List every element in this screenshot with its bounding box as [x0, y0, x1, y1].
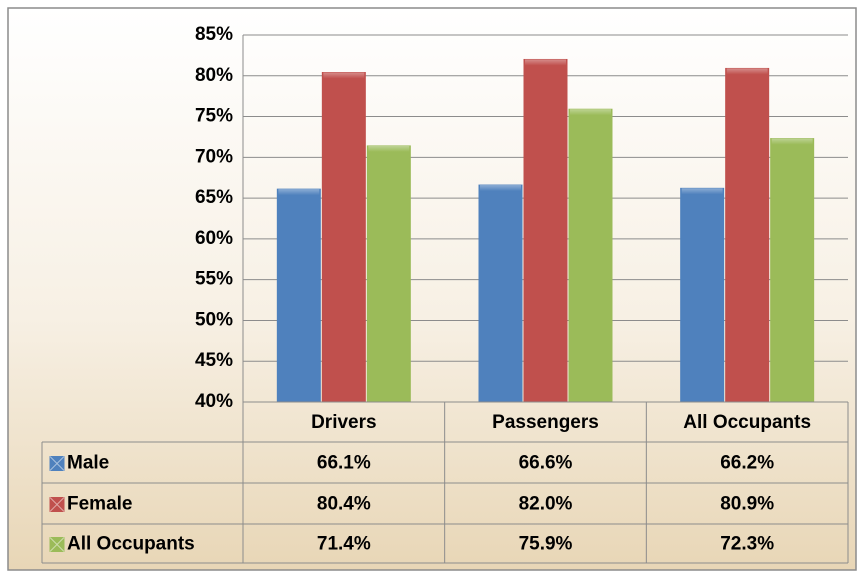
category-label: All Occupants: [683, 412, 811, 433]
y-tick-label: 40%: [195, 391, 233, 412]
bar-top: [681, 188, 723, 195]
y-tick-label: 45%: [195, 350, 233, 371]
bar-top: [726, 68, 768, 75]
bar: [680, 187, 725, 403]
y-tick-label: 80%: [195, 65, 233, 86]
data-label: 72.3%: [720, 534, 774, 555]
legend-label: Female: [67, 494, 132, 515]
data-label: 66.6%: [519, 453, 573, 474]
data-label: 82.0%: [519, 494, 573, 515]
bar: [321, 72, 366, 403]
data-label: 75.9%: [519, 534, 573, 555]
y-tick-label: 60%: [195, 228, 233, 249]
y-tick-label: 70%: [195, 146, 233, 167]
bar-top: [323, 72, 365, 79]
y-tick-label: 75%: [195, 106, 233, 127]
category-label: Passengers: [492, 412, 599, 433]
bar-top: [525, 59, 566, 66]
y-tick-label: 55%: [195, 269, 233, 290]
data-label: 80.9%: [720, 494, 774, 515]
data-label: 80.4%: [317, 494, 371, 515]
y-tick-label: 85%: [195, 24, 233, 45]
legend-key-bevel: [49, 456, 65, 471]
bar-top: [771, 138, 813, 145]
y-tick-label: 65%: [195, 187, 233, 208]
category-label: Drivers: [311, 412, 377, 433]
bar: [366, 145, 411, 403]
data-label: 71.4%: [317, 534, 371, 555]
legend-key-bevel: [49, 497, 65, 512]
bar: [770, 138, 815, 403]
bar-top: [480, 185, 521, 192]
bar-top: [368, 145, 410, 152]
y-tick-label: 50%: [195, 309, 233, 330]
bar-top: [570, 109, 611, 116]
bar: [725, 67, 770, 403]
legend-key-bevel: [49, 537, 65, 552]
bar-top: [278, 189, 320, 196]
bar: [478, 184, 523, 403]
data-label: 66.2%: [720, 453, 774, 474]
bar: [276, 188, 321, 403]
bar: [523, 58, 568, 403]
legend-label: All Occupants: [67, 534, 195, 555]
bar: [568, 108, 613, 403]
data-label: 66.1%: [317, 453, 371, 474]
legend-label: Male: [67, 453, 109, 474]
